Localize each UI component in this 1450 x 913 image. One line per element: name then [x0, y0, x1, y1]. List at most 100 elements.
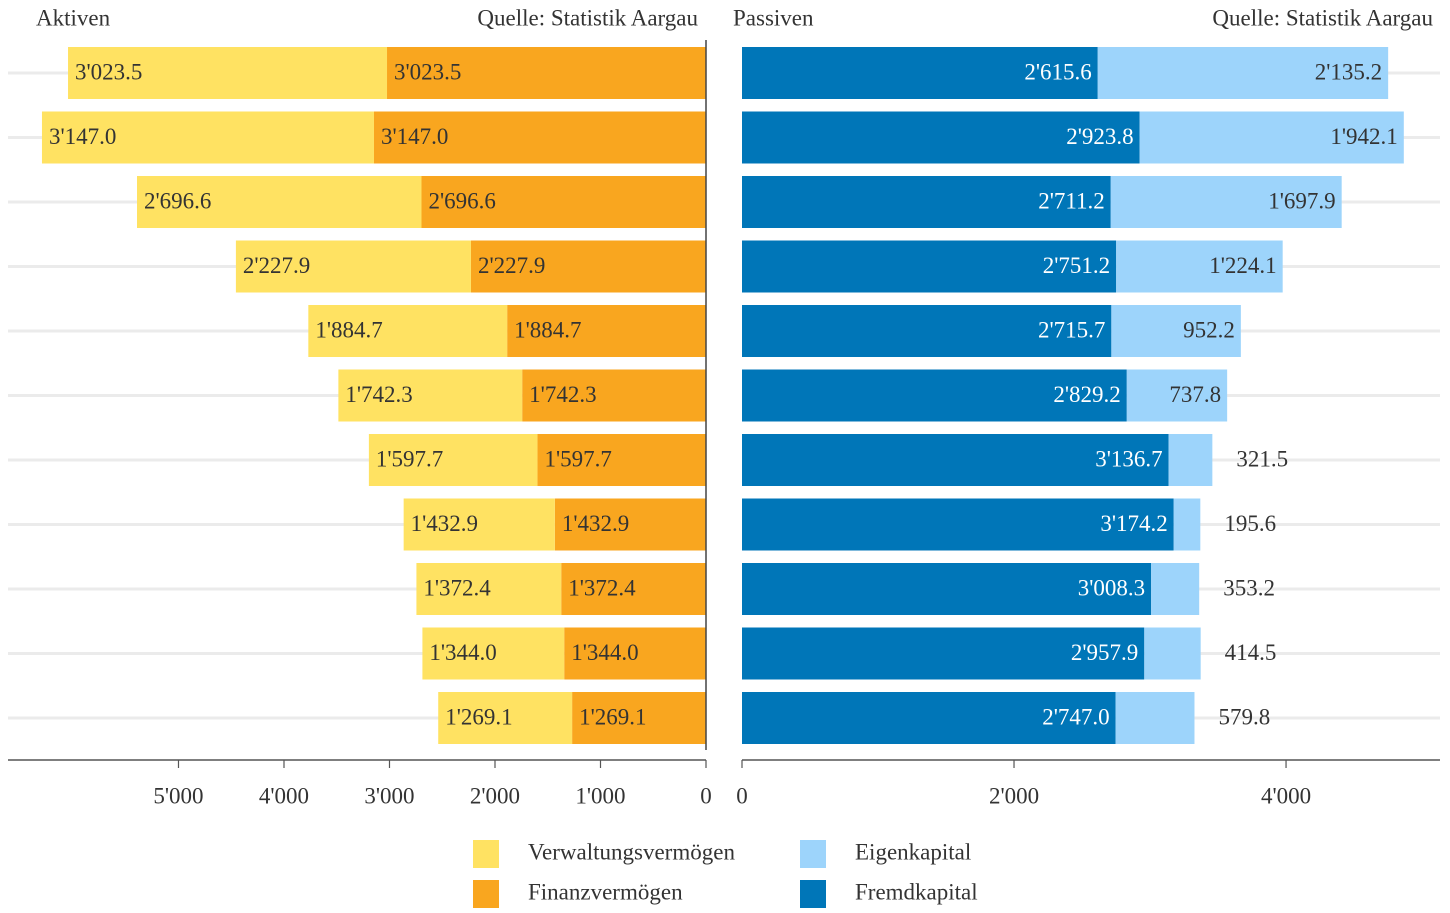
bar-segment — [373, 111, 706, 164]
bar-segment — [742, 434, 1169, 486]
value-label: 1'372.4 — [568, 575, 636, 600]
panel-source: Quelle: Statistik Aargau — [1212, 5, 1433, 30]
bar-segment — [387, 47, 706, 99]
value-label: 353.2 — [1223, 575, 1275, 600]
bar-segment — [742, 47, 1098, 99]
value-label: 2'227.9 — [478, 253, 545, 278]
value-label: 2'615.6 — [1024, 59, 1091, 84]
value-label: 1'269.1 — [445, 704, 512, 729]
bar-segment — [421, 176, 706, 228]
bar-segment — [561, 563, 706, 615]
value-label: 414.5 — [1225, 640, 1277, 665]
bar-segment — [572, 692, 706, 744]
value-label: 1'884.7 — [514, 317, 581, 342]
legend-swatch — [473, 880, 499, 908]
bar-segment — [507, 305, 706, 357]
value-label: 1'432.9 — [562, 511, 629, 536]
bar-segment — [1144, 627, 1201, 680]
value-label: 1'597.7 — [376, 446, 443, 471]
x-tick-label: 4'000 — [1261, 783, 1311, 808]
value-label: 3'136.7 — [1095, 446, 1162, 471]
legend-label: Finanzvermögen — [528, 879, 683, 904]
value-label: 1'597.7 — [544, 446, 611, 471]
bar-segment — [1097, 47, 1389, 99]
bar-segment — [742, 305, 1112, 357]
bar-segment — [1139, 111, 1404, 164]
legend-label: Eigenkapital — [855, 839, 971, 864]
value-label: 1'942.1 — [1330, 124, 1397, 149]
value-label: 3'147.0 — [49, 124, 116, 149]
x-tick-label: 0 — [700, 783, 712, 808]
value-label: 195.6 — [1224, 511, 1276, 536]
bar-segment — [1115, 692, 1195, 744]
bar-segment — [68, 47, 388, 99]
value-label: 1'884.7 — [315, 317, 382, 342]
x-tick-label: 4'000 — [259, 783, 309, 808]
value-label: 1'742.3 — [529, 382, 596, 407]
value-label: 2'696.6 — [144, 188, 211, 213]
legend-swatch — [473, 840, 499, 868]
bar-segment — [1168, 434, 1213, 486]
value-label: 1'224.1 — [1209, 253, 1276, 278]
bar-segment — [522, 369, 706, 422]
bar-segment — [742, 563, 1152, 615]
panel-title: Passiven — [733, 5, 814, 30]
value-label: 2'696.6 — [429, 188, 496, 213]
bar-segment — [1111, 305, 1241, 357]
value-label: 2'227.9 — [243, 253, 310, 278]
value-label: 3'023.5 — [75, 59, 142, 84]
x-tick-label: 5'000 — [153, 783, 203, 808]
bar-segment — [470, 240, 706, 293]
x-tick-label: 1'000 — [575, 783, 625, 808]
bar-segment — [368, 434, 538, 486]
bar-segment — [1110, 176, 1342, 228]
value-label: 2'829.2 — [1053, 382, 1120, 407]
value-label: 3'147.0 — [381, 124, 448, 149]
value-label: 579.8 — [1218, 704, 1270, 729]
bar-segment — [438, 692, 573, 744]
value-label: 321.5 — [1236, 446, 1288, 471]
panel-source: Quelle: Statistik Aargau — [477, 5, 698, 30]
bar-segment — [1126, 369, 1228, 422]
bar-segment — [537, 434, 706, 486]
bar-segment — [1116, 240, 1283, 293]
bar-segment — [564, 627, 706, 680]
value-label: 1'344.0 — [429, 640, 496, 665]
bar-segment — [742, 369, 1127, 422]
panel-title: Aktiven — [36, 5, 111, 30]
value-label: 2'135.2 — [1315, 59, 1382, 84]
x-tick-label: 0 — [736, 783, 748, 808]
bar-segment — [742, 111, 1140, 164]
bar-segment — [41, 111, 374, 164]
bar-segment — [742, 692, 1116, 744]
value-label: 2'711.2 — [1038, 188, 1105, 213]
x-tick-label: 2'000 — [989, 783, 1039, 808]
value-label: 952.2 — [1183, 317, 1235, 342]
legend-label: Fremdkapital — [855, 879, 978, 904]
bar-segment — [1151, 563, 1200, 615]
bar-segment — [137, 176, 422, 228]
value-label: 3'174.2 — [1100, 511, 1167, 536]
value-label: 1'432.9 — [411, 511, 478, 536]
bar-segment — [742, 498, 1174, 551]
bar-segment — [422, 627, 565, 680]
value-label: 3'008.3 — [1078, 575, 1145, 600]
bar-segment — [742, 627, 1145, 680]
bar-segment — [554, 498, 706, 551]
value-label: 2'747.0 — [1042, 704, 1109, 729]
legend-swatch — [800, 840, 826, 868]
value-label: 2'751.2 — [1043, 253, 1110, 278]
value-label: 2'715.7 — [1038, 317, 1105, 342]
bar-segment — [403, 498, 555, 551]
value-label: 2'923.8 — [1066, 124, 1133, 149]
value-label: 737.8 — [1169, 382, 1221, 407]
value-label: 1'697.9 — [1268, 188, 1335, 213]
bar-segment — [742, 176, 1111, 228]
x-tick-label: 3'000 — [364, 783, 414, 808]
legend-label: Verwaltungsvermögen — [528, 839, 735, 864]
legend-swatch — [800, 880, 826, 908]
bar-segment — [1173, 498, 1201, 551]
value-label: 3'023.5 — [394, 59, 461, 84]
bar-segment — [416, 563, 562, 615]
